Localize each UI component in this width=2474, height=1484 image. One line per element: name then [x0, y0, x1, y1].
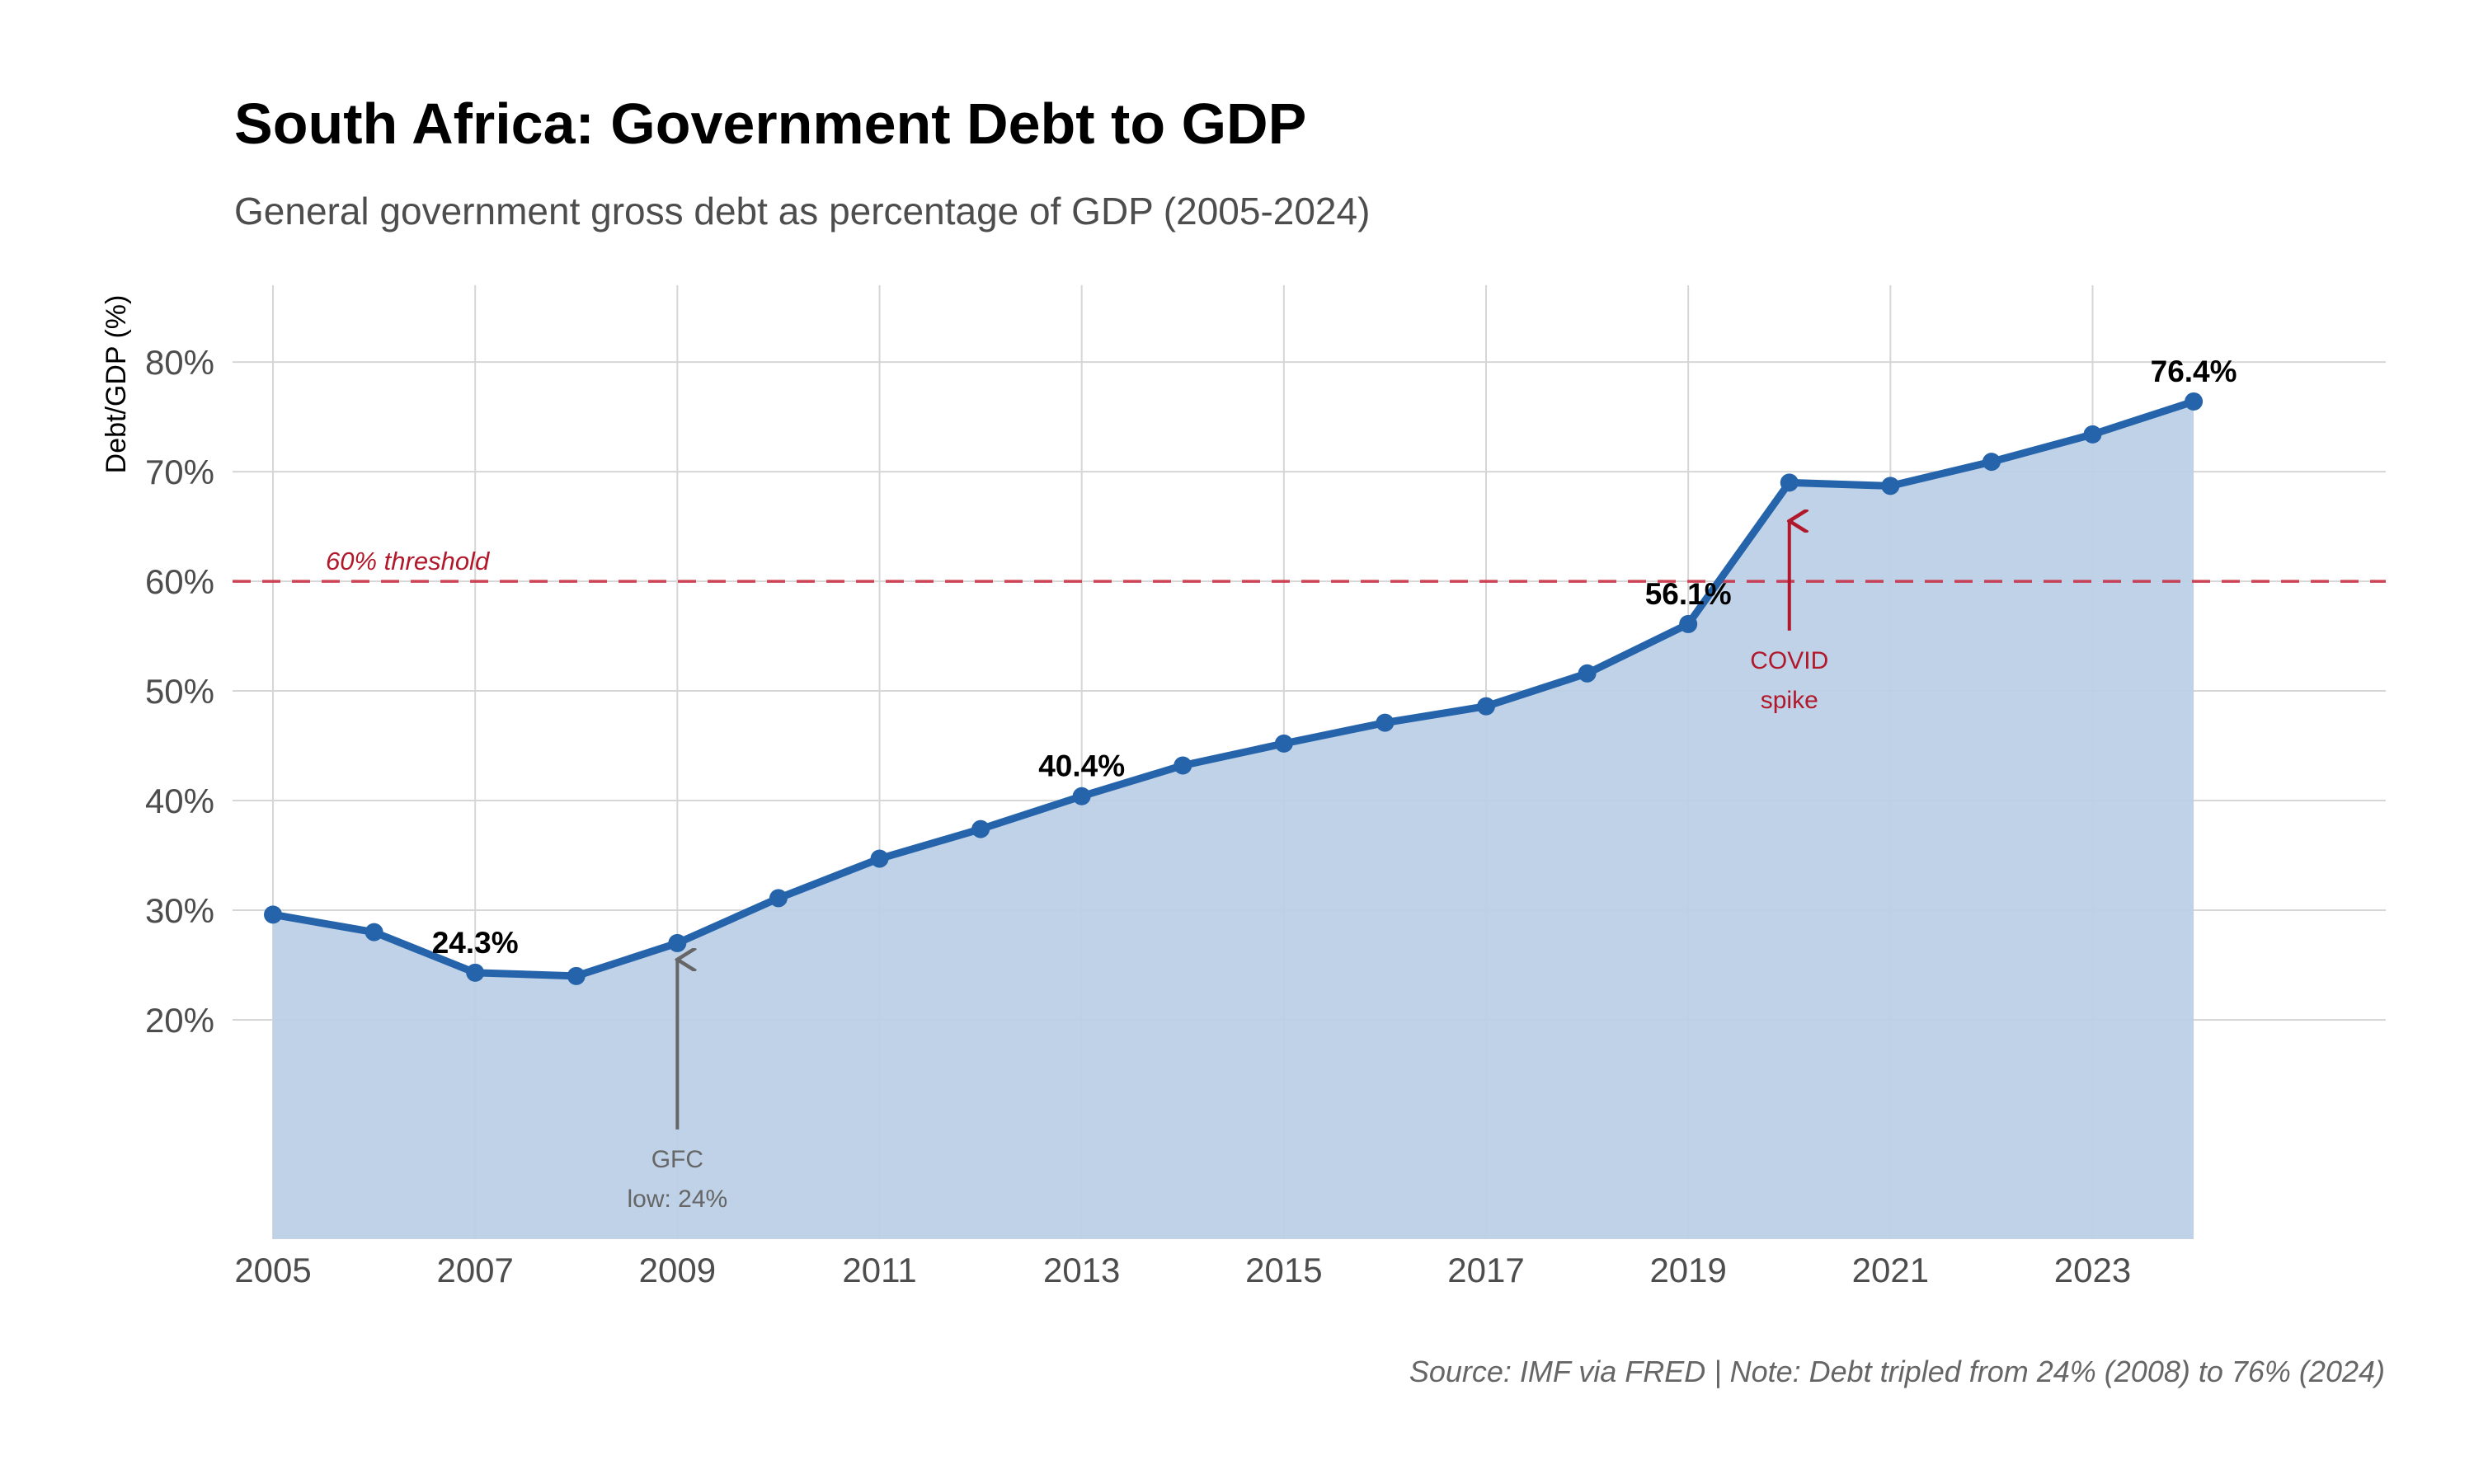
data-point — [971, 819, 990, 838]
x-axis-ticks: 2005 2007 2009 2011 2013 2015 2017 2019 2021 2023 — [234, 1251, 2131, 1289]
data-label: 76.4% — [2151, 355, 2237, 388]
data-point — [1274, 734, 1293, 753]
area-fill — [273, 401, 2194, 1240]
data-point — [1881, 477, 1900, 495]
x-tick-label: 2007 — [436, 1251, 513, 1289]
data-label: 56.1% — [1645, 577, 1732, 611]
data-point — [2185, 392, 2204, 411]
x-tick-label: 2005 — [234, 1251, 311, 1289]
x-tick-label: 2009 — [639, 1251, 716, 1289]
data-point — [2083, 425, 2102, 444]
y-tick-label: 60% — [145, 562, 214, 601]
series-area — [273, 401, 2194, 1240]
x-tick-label: 2015 — [1245, 1251, 1322, 1289]
y-tick-label: 40% — [145, 782, 214, 820]
threshold-label: 60% threshold — [326, 547, 491, 575]
data-label: 40.4% — [1038, 749, 1125, 783]
y-tick-label: 70% — [145, 453, 214, 491]
x-tick-label: 2013 — [1043, 1251, 1120, 1289]
x-tick-label: 2019 — [1649, 1251, 1726, 1289]
y-axis-ticks: 20% 30% 40% 50% 60% 70% 80% — [145, 343, 214, 1040]
threshold-line-group: 60% threshold — [233, 547, 2386, 583]
gfc-annotation-text: GFC — [651, 1146, 703, 1173]
series-line — [269, 397, 2198, 980]
gfc-annotation-text: low: 24% — [627, 1186, 727, 1213]
y-tick-label: 20% — [145, 1001, 214, 1040]
y-tick-label: 50% — [145, 672, 214, 711]
x-tick-label: 2011 — [842, 1251, 916, 1289]
data-point — [1376, 713, 1395, 732]
data-point — [870, 849, 889, 868]
data-point — [1174, 756, 1192, 775]
data-point — [1679, 614, 1698, 633]
data-point — [1477, 697, 1496, 716]
data-labels: 24.3% 40.4% 56.1% 76.4% — [432, 355, 2237, 960]
data-point — [1578, 664, 1597, 683]
data-point — [1072, 787, 1091, 805]
y-tick-label: 30% — [145, 891, 214, 930]
data-point — [769, 889, 788, 908]
data-point — [668, 933, 687, 952]
data-label: 24.3% — [432, 926, 519, 960]
data-point — [264, 905, 283, 924]
annotations: GFC low: 24% COVID spike — [627, 521, 1828, 1213]
data-point — [1982, 453, 2001, 472]
covid-annotation-text: spike — [1761, 687, 1818, 714]
x-tick-label: 2017 — [1447, 1251, 1524, 1289]
y-axis-title: Debt/GDP (%) — [101, 295, 132, 474]
data-point — [1780, 473, 1799, 492]
data-points — [264, 392, 2204, 985]
x-tick-label: 2023 — [2054, 1251, 2131, 1289]
y-tick-label: 80% — [145, 343, 214, 382]
covid-annotation-text: COVID — [1750, 647, 1828, 674]
source-caption: Source: IMF via FRED | Note: Debt triple… — [1409, 1355, 2385, 1388]
chart-subtitle: General government gross debt as percent… — [234, 190, 1370, 232]
x-tick-label: 2021 — [1852, 1251, 1929, 1289]
data-point — [365, 923, 383, 942]
chart-title: South Africa: Government Debt to GDP — [234, 92, 1306, 156]
data-point — [567, 966, 586, 985]
series-line-group — [269, 397, 2198, 980]
data-point — [466, 963, 485, 982]
